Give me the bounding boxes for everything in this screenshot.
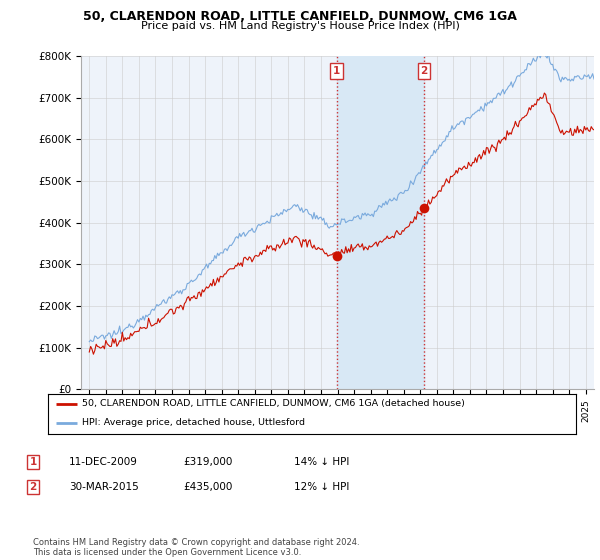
Text: 2: 2 (421, 66, 428, 76)
Text: £435,000: £435,000 (183, 482, 232, 492)
Text: Price paid vs. HM Land Registry's House Price Index (HPI): Price paid vs. HM Land Registry's House … (140, 21, 460, 31)
Text: 11-DEC-2009: 11-DEC-2009 (69, 457, 138, 467)
Text: Contains HM Land Registry data © Crown copyright and database right 2024.
This d: Contains HM Land Registry data © Crown c… (33, 538, 359, 557)
Bar (337, 56, 424, 389)
Text: £319,000: £319,000 (183, 457, 232, 467)
Text: 1: 1 (333, 66, 340, 76)
Text: HPI: Average price, detached house, Uttlesford: HPI: Average price, detached house, Uttl… (82, 418, 305, 427)
Text: 50, CLARENDON ROAD, LITTLE CANFIELD, DUNMOW, CM6 1GA: 50, CLARENDON ROAD, LITTLE CANFIELD, DUN… (83, 10, 517, 23)
Text: 30-MAR-2015: 30-MAR-2015 (69, 482, 139, 492)
Text: 2: 2 (29, 482, 37, 492)
Text: 50, CLARENDON ROAD, LITTLE CANFIELD, DUNMOW, CM6 1GA (detached house): 50, CLARENDON ROAD, LITTLE CANFIELD, DUN… (82, 399, 465, 408)
Text: 12% ↓ HPI: 12% ↓ HPI (294, 482, 349, 492)
Text: 1: 1 (29, 457, 37, 467)
Text: 14% ↓ HPI: 14% ↓ HPI (294, 457, 349, 467)
